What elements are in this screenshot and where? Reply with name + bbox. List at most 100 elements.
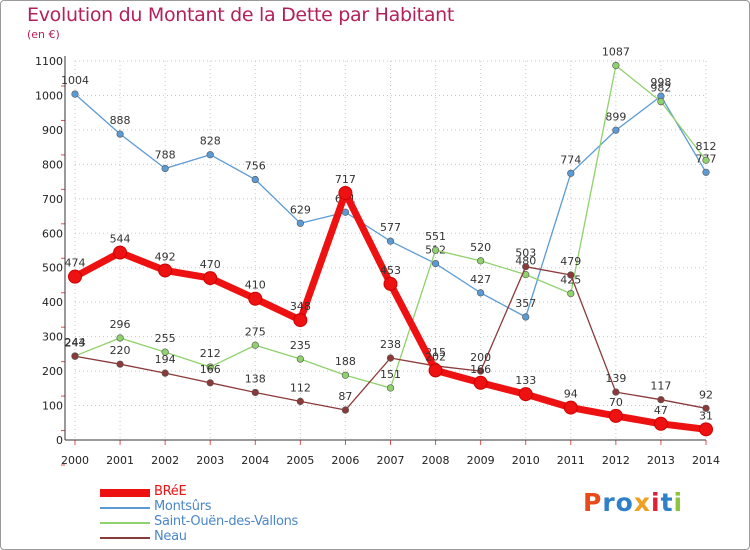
- x-tick-label: 2003: [196, 454, 224, 467]
- proxiti-logo: Proxiti: [583, 488, 683, 517]
- x-tick-label: 2012: [602, 454, 630, 467]
- data-point-neau: [296, 397, 304, 406]
- logo-letter: o: [615, 488, 634, 517]
- data-point-bree: [203, 271, 218, 286]
- data-point-neau: [206, 379, 214, 387]
- data-label-montsurs: 629: [290, 203, 311, 216]
- y-tick-label: 1000: [35, 89, 63, 102]
- y-tick-label: 800: [42, 158, 63, 171]
- data-label-saint-ouen-des-vallons: 425: [560, 274, 581, 287]
- data-label-bree: 70: [609, 396, 623, 409]
- data-point-neau: [341, 406, 350, 414]
- data-label-neau: 117: [650, 380, 671, 393]
- data-label-saint-ouen-des-vallons: 520: [470, 241, 491, 254]
- data-label-neau: 503: [515, 247, 536, 260]
- data-point-montsurs: [161, 164, 169, 173]
- data-label-neau: 479: [560, 255, 581, 268]
- chart-title: Evolution du Montant de la Dette par Hab…: [27, 4, 455, 26]
- data-point-neau: [116, 360, 124, 368]
- legend-label: BRéE: [154, 484, 187, 499]
- data-label-bree: 133: [515, 374, 536, 387]
- y-tick-label: 600: [42, 227, 63, 240]
- data-point-bree: [473, 375, 488, 390]
- data-label-saint-ouen-des-vallons: 275: [245, 325, 266, 338]
- data-label-montsurs: 888: [110, 114, 131, 127]
- data-label-bree: 202: [425, 350, 446, 363]
- legend-swatch: [100, 522, 150, 524]
- data-point-saint-ouen-des-vallons: [657, 98, 665, 106]
- data-label-montsurs: 357: [515, 297, 536, 310]
- data-label-bree: 47: [654, 404, 668, 417]
- data-label-montsurs: 899: [605, 110, 626, 123]
- x-tick-label: 2005: [286, 454, 314, 467]
- data-point-bree: [563, 400, 578, 415]
- data-point-bree: [293, 313, 308, 328]
- data-label-montsurs: 427: [470, 273, 491, 286]
- y-tick-label: 900: [42, 124, 63, 137]
- data-point-saint-ouen-des-vallons: [206, 363, 214, 371]
- legend-label: Neau: [154, 529, 187, 544]
- data-label-bree: 453: [380, 264, 401, 277]
- data-point-neau: [251, 388, 259, 397]
- data-label-bree: 166: [470, 363, 491, 376]
- y-tick-label: 0: [56, 434, 63, 447]
- data-point-montsurs: [612, 126, 620, 134]
- logo-letter: P: [583, 488, 603, 517]
- data-label-saint-ouen-des-vallons: 982: [650, 82, 671, 95]
- x-tick-label: 2001: [106, 454, 134, 467]
- data-label-saint-ouen-des-vallons: 235: [290, 339, 311, 352]
- data-label-neau: 166: [200, 363, 221, 376]
- data-point-saint-ouen-des-vallons: [477, 257, 485, 265]
- data-point-montsurs: [386, 237, 395, 245]
- data-label-neau: 139: [605, 372, 626, 385]
- data-point-neau: [522, 263, 530, 271]
- x-tick-label: 2007: [377, 454, 405, 467]
- data-point-bree: [68, 269, 82, 284]
- data-label-montsurs: 828: [200, 135, 221, 148]
- data-label-neau: 200: [470, 351, 491, 364]
- data-point-saint-ouen-des-vallons: [341, 371, 350, 379]
- legend-swatch: [100, 537, 150, 539]
- data-point-bree: [653, 416, 668, 431]
- y-tick-label: 500: [42, 262, 63, 275]
- data-label-saint-ouen-des-vallons: 812: [696, 140, 717, 153]
- data-point-bree: [699, 422, 713, 437]
- x-tick-label: 2014: [692, 454, 720, 467]
- data-point-bree: [608, 408, 623, 423]
- x-tick-label: 2011: [557, 454, 585, 467]
- data-label-saint-ouen-des-vallons: 480: [515, 255, 536, 268]
- data-label-neau: 238: [380, 338, 401, 351]
- data-label-saint-ouen-des-vallons: 244: [65, 336, 86, 349]
- data-label-neau: 194: [155, 353, 176, 366]
- y-tick-label: 200: [42, 365, 63, 378]
- data-label-montsurs: 774: [560, 153, 581, 166]
- logo-letter: r: [602, 488, 616, 517]
- legend-label: Saint-Ouën-des-Vallons: [154, 514, 299, 529]
- data-point-montsurs: [431, 259, 440, 268]
- data-point-neau: [386, 354, 395, 362]
- data-label-saint-ouen-des-vallons: 212: [200, 347, 221, 360]
- data-point-neau: [161, 369, 169, 377]
- data-point-neau: [612, 388, 620, 396]
- data-label-montsurs: 998: [650, 76, 671, 89]
- data-point-saint-ouen-des-vallons: [431, 246, 440, 254]
- data-point-montsurs: [116, 130, 124, 138]
- x-tick-label: 2006: [331, 454, 359, 467]
- data-point-montsurs: [477, 289, 485, 297]
- x-tick-label: 2010: [512, 454, 540, 467]
- data-point-saint-ouen-des-vallons: [702, 156, 710, 164]
- data-point-saint-ouen-des-vallons: [612, 61, 620, 70]
- logo-letter: x: [633, 488, 651, 517]
- data-label-saint-ouen-des-vallons: 296: [110, 318, 131, 331]
- y-tick-label: 300: [42, 331, 63, 344]
- x-tick-label: 2008: [422, 454, 450, 467]
- data-label-bree: 544: [110, 233, 131, 246]
- legend-swatch: [100, 489, 150, 497]
- data-label-neau: 112: [290, 381, 311, 394]
- data-label-bree: 31: [699, 409, 713, 422]
- y-tick-label: 1100: [35, 55, 63, 68]
- data-label-neau: 92: [699, 388, 713, 401]
- data-label-montsurs: 756: [245, 160, 266, 173]
- data-point-bree: [158, 263, 173, 278]
- data-label-montsurs: 577: [380, 221, 401, 234]
